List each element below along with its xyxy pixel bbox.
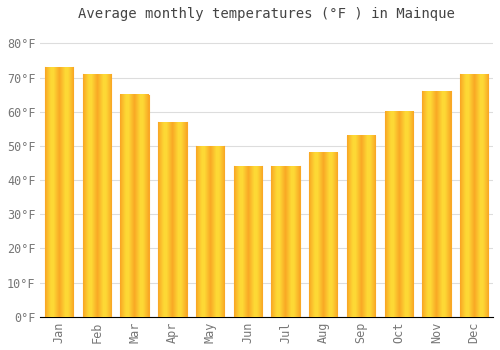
Title: Average monthly temperatures (°F ) in Mainque: Average monthly temperatures (°F ) in Ma… [78, 7, 455, 21]
